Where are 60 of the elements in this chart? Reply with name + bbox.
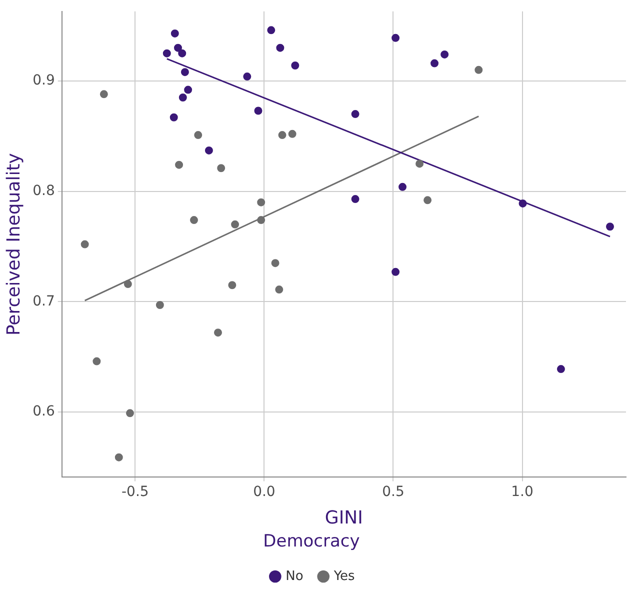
point (392, 34, 400, 42)
point (291, 61, 300, 70)
point (288, 130, 296, 138)
point (351, 195, 360, 204)
point (114, 453, 123, 462)
y-tick-label: 0.6 (32, 404, 55, 420)
point (424, 196, 432, 204)
point (606, 222, 614, 231)
point (254, 106, 262, 115)
point (392, 268, 400, 276)
point (228, 281, 236, 290)
point (214, 328, 222, 337)
legend-label: Yes (332, 568, 356, 584)
point (92, 357, 101, 366)
point (180, 68, 189, 76)
point (267, 26, 276, 34)
point (194, 131, 202, 140)
x-tick-label: 1.0 (511, 484, 534, 500)
point (170, 29, 179, 38)
point (416, 160, 424, 168)
point (162, 49, 171, 58)
x-tick-label: 0.5 (382, 484, 404, 500)
point (174, 44, 182, 52)
point (440, 50, 449, 58)
point (257, 216, 266, 224)
y-tick-label: 0.9 (32, 72, 55, 89)
point (100, 90, 108, 98)
point (80, 240, 89, 248)
point (556, 365, 565, 374)
x-axis-title: GINI (324, 507, 363, 528)
y-tick-label: 0.8 (32, 182, 55, 199)
point (275, 286, 284, 294)
point (178, 49, 186, 58)
point (175, 160, 184, 169)
point (178, 93, 187, 102)
point (126, 409, 134, 418)
y-tick-label: 0.7 (32, 293, 55, 310)
point (430, 59, 439, 68)
point (243, 72, 252, 81)
x-tick-label: -0.5 (121, 484, 149, 500)
point (217, 164, 226, 172)
point (231, 220, 240, 228)
y-axis-title: Perceived Inequality (3, 152, 24, 336)
point (190, 216, 198, 224)
point (124, 280, 132, 288)
point (278, 131, 286, 140)
x-tick-label: 0.0 (253, 484, 276, 500)
point (271, 259, 280, 268)
point (204, 146, 213, 154)
point (184, 86, 192, 94)
legend-label: No (286, 568, 304, 584)
point (276, 44, 284, 52)
point (351, 110, 360, 118)
point (398, 182, 407, 191)
point (156, 301, 164, 310)
point (518, 199, 527, 208)
point (170, 113, 178, 122)
legend-title: Democracy (263, 532, 360, 552)
point (474, 66, 483, 74)
point (257, 198, 266, 206)
